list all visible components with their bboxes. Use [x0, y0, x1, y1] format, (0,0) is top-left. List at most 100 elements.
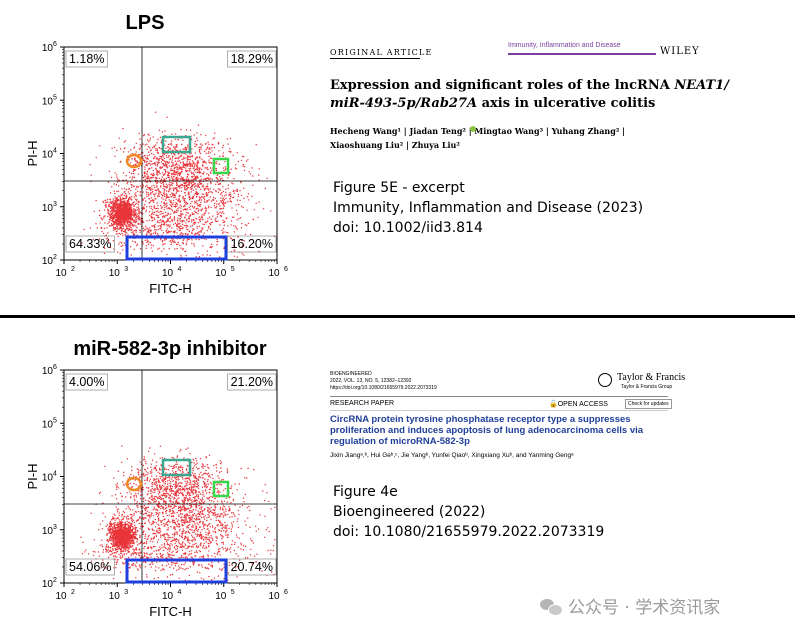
- event-dot: [163, 482, 165, 484]
- event-dot: [134, 498, 136, 500]
- event-dot: [114, 522, 116, 524]
- event-dot: [112, 516, 114, 518]
- event-dot: [155, 500, 158, 502]
- event-dot: [114, 538, 117, 540]
- event-dot: [173, 519, 175, 522]
- event-dot: [115, 524, 118, 526]
- event-dot: [214, 511, 216, 514]
- event-dot: [124, 525, 126, 527]
- event-dot: [123, 538, 126, 541]
- event-dot: [202, 526, 205, 528]
- event-dot: [138, 543, 140, 545]
- event-dot: [128, 563, 130, 565]
- event-dot: [113, 524, 115, 526]
- event-dot: [111, 530, 114, 532]
- event-dot: [183, 514, 186, 517]
- event-dot: [153, 506, 155, 508]
- event-dot: [147, 490, 150, 492]
- event-dot: [149, 489, 151, 491]
- event-dot: [180, 513, 182, 515]
- event-dot: [127, 515, 129, 517]
- event-dot: [137, 544, 139, 546]
- event-dot: [127, 521, 130, 524]
- event-dot: [191, 520, 193, 522]
- event-dot: [115, 549, 117, 551]
- event-dot: [109, 192, 112, 194]
- event-dot: [231, 492, 234, 495]
- event-dot: [127, 534, 129, 536]
- event-dot: [110, 528, 112, 530]
- event-dot: [127, 518, 130, 520]
- event-dot: [202, 535, 204, 538]
- event-dot: [123, 523, 126, 526]
- event-dot: [207, 538, 209, 540]
- event-dot: [232, 498, 234, 501]
- event-dot: [117, 533, 120, 535]
- event-dot: [125, 530, 127, 532]
- event-dot: [102, 551, 104, 553]
- event-dot: [105, 525, 108, 527]
- event-dot: [270, 508, 272, 510]
- event-dot: [109, 520, 112, 523]
- event-dot: [131, 538, 133, 541]
- event-dot: [121, 542, 123, 544]
- event-dot: [212, 514, 214, 516]
- event-dot: [247, 517, 249, 519]
- event-dot: [154, 487, 156, 490]
- event-dot: [123, 529, 126, 531]
- event-dot: [107, 215, 109, 217]
- event-dot: [107, 546, 110, 549]
- event-dot: [209, 476, 211, 478]
- event-dot: [117, 511, 119, 513]
- event-dot: [123, 511, 126, 514]
- event-dot: [107, 551, 109, 553]
- event-dot: [109, 536, 111, 538]
- event-dot: [210, 495, 212, 498]
- event-dot: [132, 509, 134, 511]
- event-dot: [232, 512, 234, 514]
- event-dot: [123, 515, 125, 518]
- event-dot: [112, 555, 115, 557]
- event-dot: [173, 525, 176, 528]
- event-dot: [123, 554, 126, 556]
- event-dot: [237, 518, 239, 520]
- event-dot: [126, 520, 128, 522]
- event-dot: [115, 484, 117, 486]
- event-dot: [112, 544, 115, 546]
- event-dot: [116, 531, 118, 533]
- event-dot: [125, 533, 127, 536]
- event-dot: [121, 500, 123, 502]
- event-dot: [154, 508, 156, 510]
- event-dot: [202, 465, 204, 467]
- event-dot: [233, 513, 235, 516]
- event-dot: [132, 519, 135, 521]
- event-dot: [133, 512, 135, 515]
- event-dot: [194, 483, 196, 485]
- event-dot: [203, 495, 205, 497]
- event-dot: [152, 509, 155, 511]
- event-dot: [172, 533, 174, 535]
- event-dot: [123, 534, 125, 536]
- event-dot: [118, 519, 120, 521]
- event-dot: [133, 514, 135, 516]
- event-dot: [126, 541, 128, 543]
- event-dot: [125, 516, 128, 518]
- event-dot: [117, 545, 119, 548]
- event-dot: [124, 532, 126, 534]
- event-dot: [113, 545, 116, 548]
- event-dot: [229, 516, 231, 518]
- event-dot: [138, 490, 140, 492]
- event-dot: [169, 521, 171, 523]
- event-dot: [194, 472, 196, 475]
- event-dot: [121, 526, 123, 528]
- event-dot: [121, 515, 123, 517]
- event-dot: [116, 538, 118, 541]
- event-dot: [140, 491, 142, 493]
- event-dot: [115, 205, 117, 207]
- event-dot: [106, 539, 109, 541]
- event-dot: [150, 489, 153, 491]
- event-dot: [130, 553, 132, 555]
- event-dot: [162, 515, 165, 518]
- event-dot: [150, 493, 152, 495]
- event-dot: [133, 543, 135, 545]
